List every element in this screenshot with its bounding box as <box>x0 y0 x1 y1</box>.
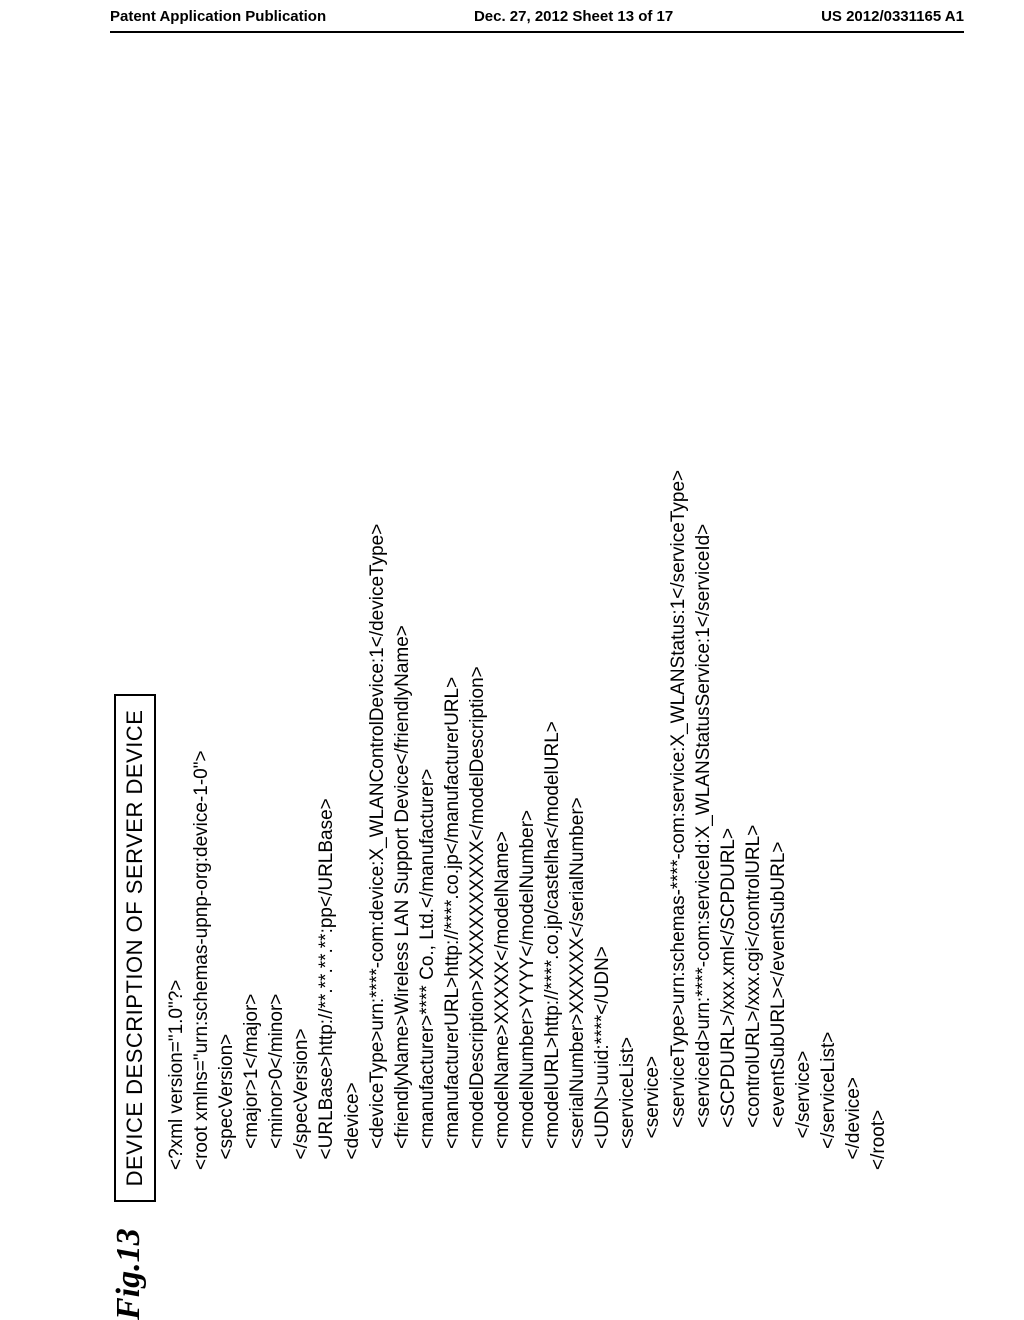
xml-line: <modelURL>http://****.co.jp/castelha</mo… <box>542 721 563 1170</box>
xml-line: <UDN>uuid:****</UDN> <box>592 946 613 1170</box>
header-center: Dec. 27, 2012 Sheet 13 of 17 <box>474 8 673 25</box>
xml-line: <manufacturer>**** Co., Ltd.</manufactur… <box>417 769 438 1170</box>
xml-line: </serviceList> <box>818 1032 839 1170</box>
rotated-content: Fig.13 DEVICE DESCRIPTION OF SERVER DEVI… <box>110 140 891 1320</box>
xml-line: <device> <box>342 1082 363 1170</box>
xml-line: </device> <box>843 1077 864 1170</box>
xml-line: <deviceType>urn:****-com:device:X_WLANCo… <box>367 524 388 1170</box>
xml-line: <service> <box>642 1056 663 1170</box>
xml-line: <major>1</major> <box>241 994 262 1170</box>
xml-line: <root xmlns="urn:schemas-upnp-org:device… <box>191 750 212 1170</box>
xml-line: <controlURL>/xxx.cgi</controlURL> <box>743 825 764 1170</box>
xml-line: <serialNumber>XXXXXX</serialNumber> <box>567 797 588 1170</box>
figure-area: Fig.13 DEVICE DESCRIPTION OF SERVER DEVI… <box>0 60 1024 1320</box>
xml-line: <SCPDURL>/xxx.xml</SCPDURL> <box>718 828 739 1170</box>
xml-line: <modelDescription>XXXXXXXXXXX</modelDesc… <box>467 666 488 1170</box>
xml-line: <serviceId>urn:****-com:serviceId:X_WLAN… <box>693 524 714 1170</box>
xml-line: <serviceList> <box>617 1037 638 1170</box>
xml-line: <?xml version="1.0"?> <box>166 980 187 1170</box>
xml-line: </specVersion> <box>291 1028 312 1170</box>
figure-title-box: DEVICE DESCRIPTION OF SERVER DEVICE <box>114 694 156 1203</box>
xml-line: <serviceType>urn:schemas-****-com:servic… <box>668 470 689 1170</box>
xml-line: <modelNumber>YYYY</modelNumber> <box>517 810 538 1170</box>
xml-listing: <?xml version="1.0"?> <root xmlns="urn:s… <box>164 140 891 1170</box>
header-rule <box>110 31 964 33</box>
figure-label: Fig.13 <box>110 1228 148 1320</box>
header-left: Patent Application Publication <box>110 8 326 25</box>
xml-line: <manufacturerURL>http://****.co.jp</manu… <box>442 677 463 1170</box>
xml-line: <specVersion> <box>216 1034 237 1170</box>
xml-line: <eventSubURL></eventSubURL> <box>768 842 789 1170</box>
xml-line: </service> <box>793 1051 814 1170</box>
xml-line: <friendlyName>Wireless LAN Support Devic… <box>392 625 413 1170</box>
xml-line: <minor>0</minor> <box>266 994 287 1170</box>
header-right: US 2012/0331165 A1 <box>821 8 964 25</box>
xml-line: <URLBase>http://**.**.**.**:pp</URLBase> <box>316 798 337 1170</box>
figure-heading-row: Fig.13 DEVICE DESCRIPTION OF SERVER DEVI… <box>110 140 156 1320</box>
page-header: Patent Application Publication Dec. 27, … <box>0 0 1024 29</box>
xml-line: </root> <box>868 1110 889 1170</box>
xml-line: <modelName>XXXXX</modelName> <box>492 831 513 1170</box>
